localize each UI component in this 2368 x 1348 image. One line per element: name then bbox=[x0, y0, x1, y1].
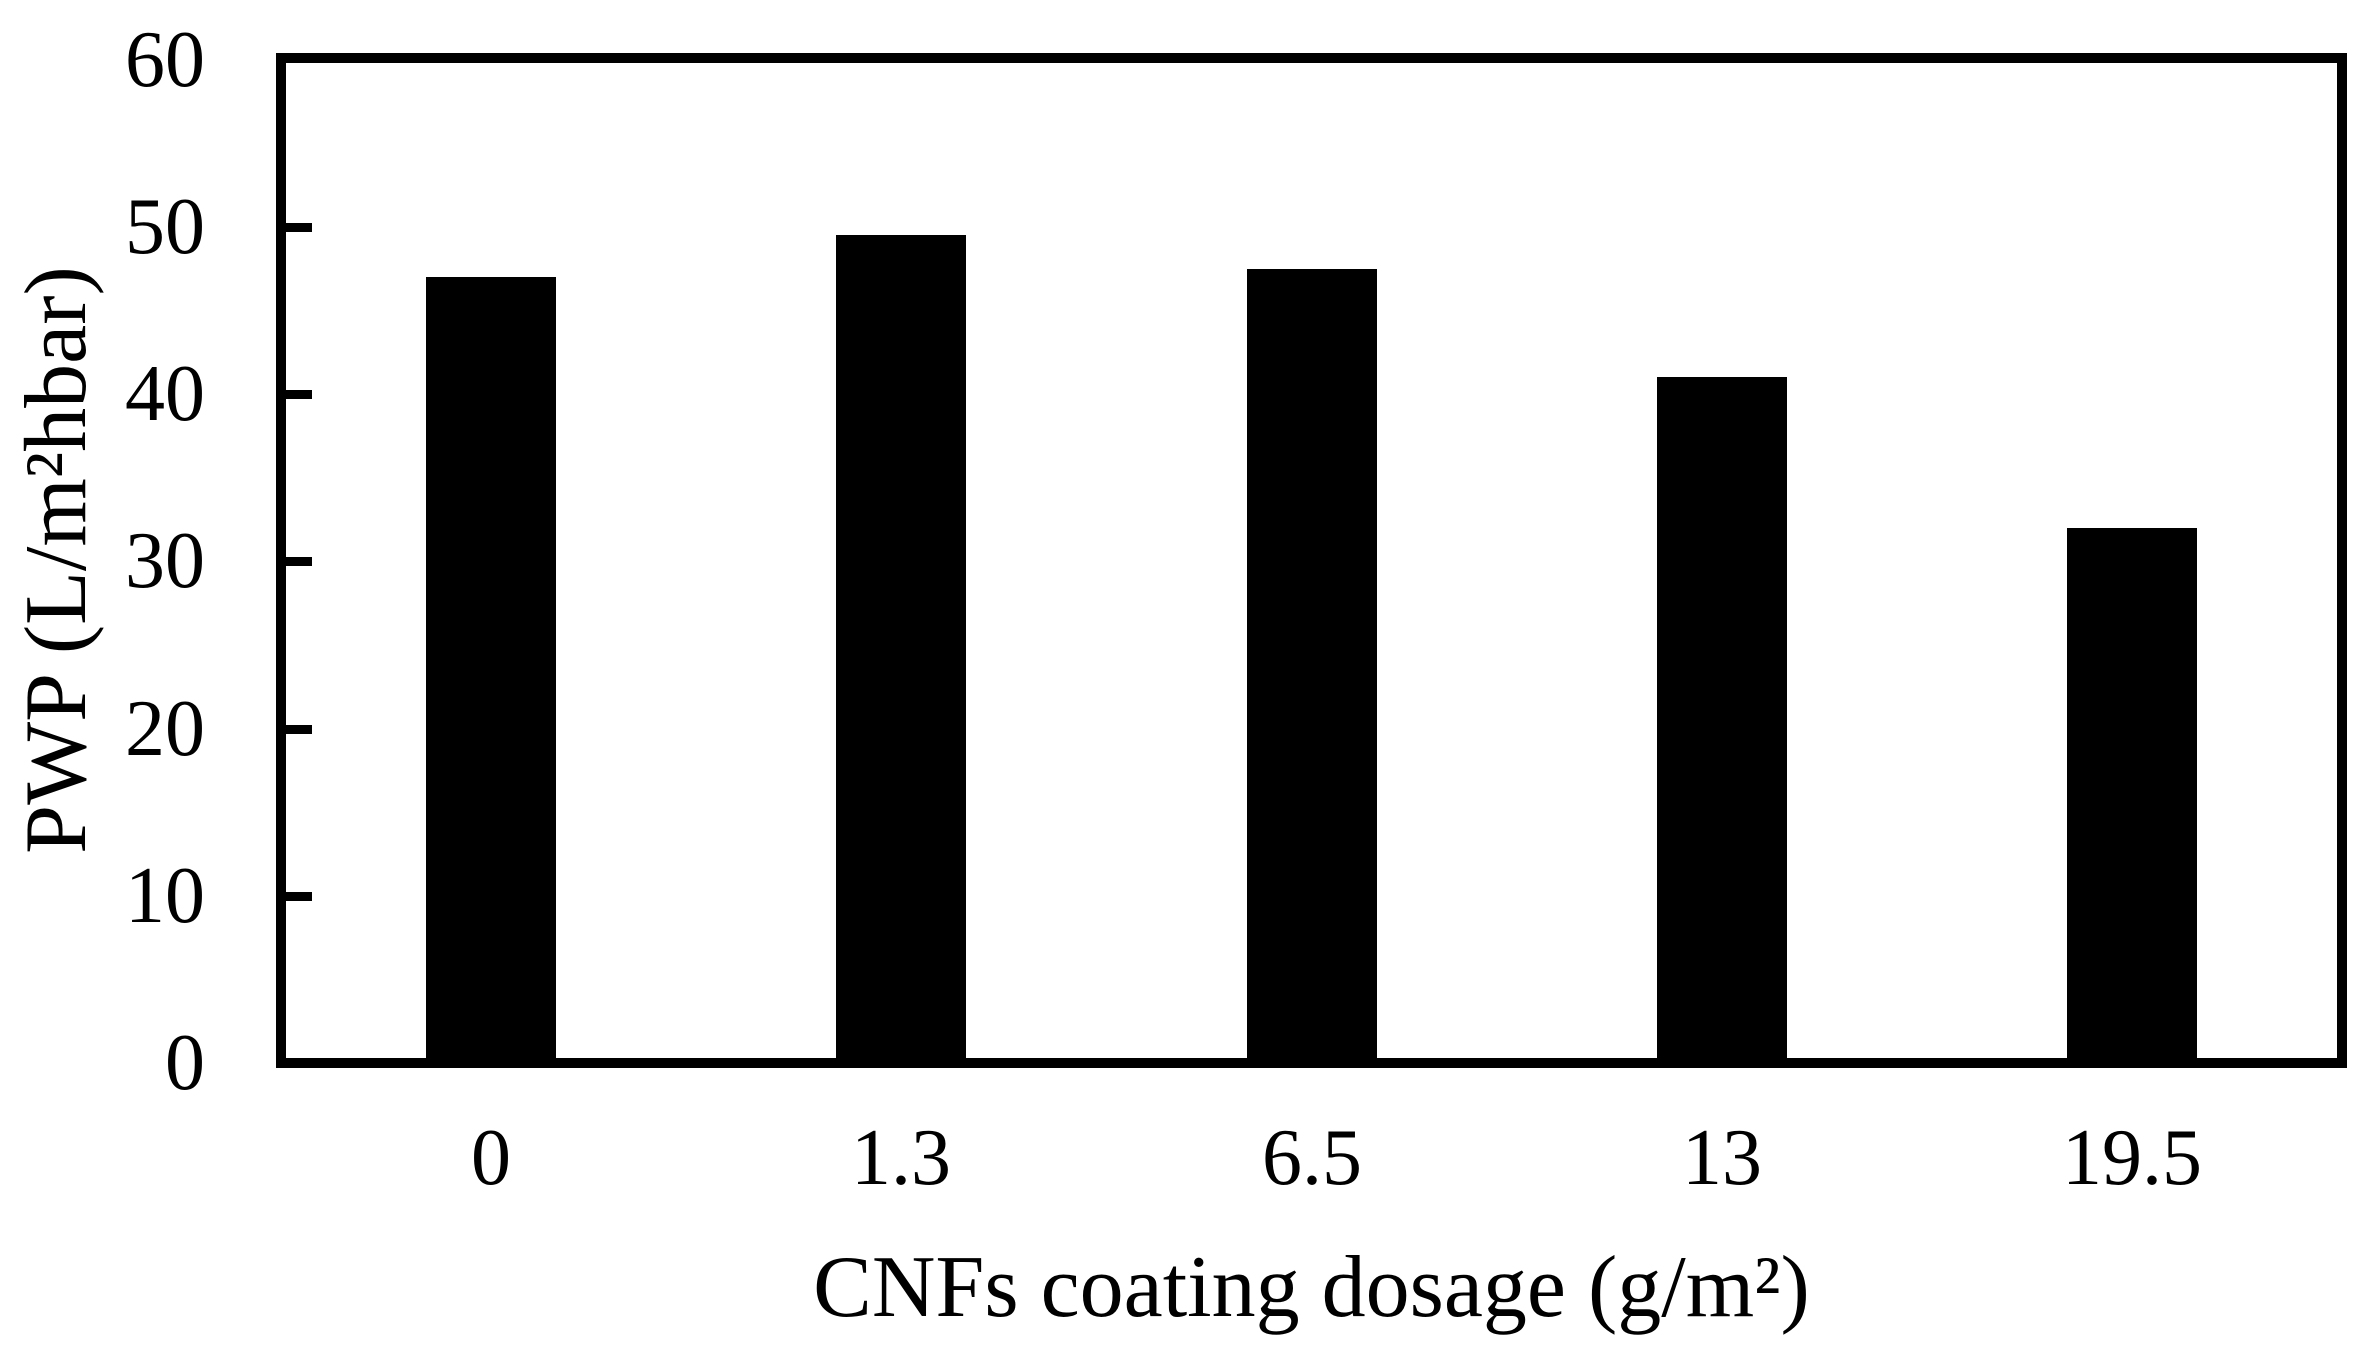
bar bbox=[1657, 377, 1787, 1058]
y-tick-mark bbox=[286, 892, 312, 901]
y-tick-label: 30 bbox=[125, 517, 205, 605]
y-tick-mark bbox=[286, 557, 312, 566]
y-tick-label: 0 bbox=[165, 1019, 205, 1107]
x-category-label: 13 bbox=[1682, 1114, 1762, 1202]
x-category-label: 19.5 bbox=[2062, 1114, 2202, 1202]
y-tick-mark bbox=[286, 725, 312, 734]
bar bbox=[1247, 269, 1377, 1058]
y-tick-label: 40 bbox=[125, 350, 205, 438]
x-category-label: 1.3 bbox=[851, 1114, 951, 1202]
bar bbox=[836, 235, 966, 1058]
bar bbox=[2067, 528, 2197, 1058]
y-tick-label: 10 bbox=[125, 852, 205, 940]
x-category-label: 0 bbox=[471, 1114, 511, 1202]
x-category-label: 6.5 bbox=[1262, 1114, 1362, 1202]
y-tick-mark bbox=[286, 223, 312, 232]
y-tick-label: 20 bbox=[125, 685, 205, 773]
x-axis-title: CNFs coating dosage (g/m²) bbox=[813, 1239, 1810, 1336]
y-tick-mark bbox=[286, 390, 312, 399]
plot-area bbox=[276, 53, 2347, 1068]
y-tick-label: 50 bbox=[125, 183, 205, 271]
y-tick-label: 60 bbox=[125, 16, 205, 104]
bar bbox=[426, 277, 556, 1058]
